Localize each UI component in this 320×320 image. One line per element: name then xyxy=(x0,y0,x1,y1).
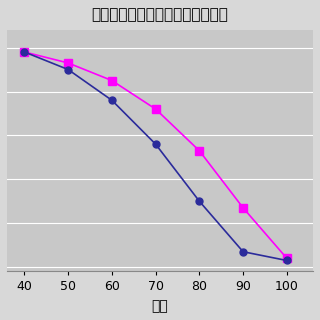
X-axis label: 年齢: 年齢 xyxy=(152,299,168,313)
Title: 喫煙者と非喫煙者の生存率の検討: 喫煙者と非喫煙者の生存率の検討 xyxy=(92,7,228,22)
